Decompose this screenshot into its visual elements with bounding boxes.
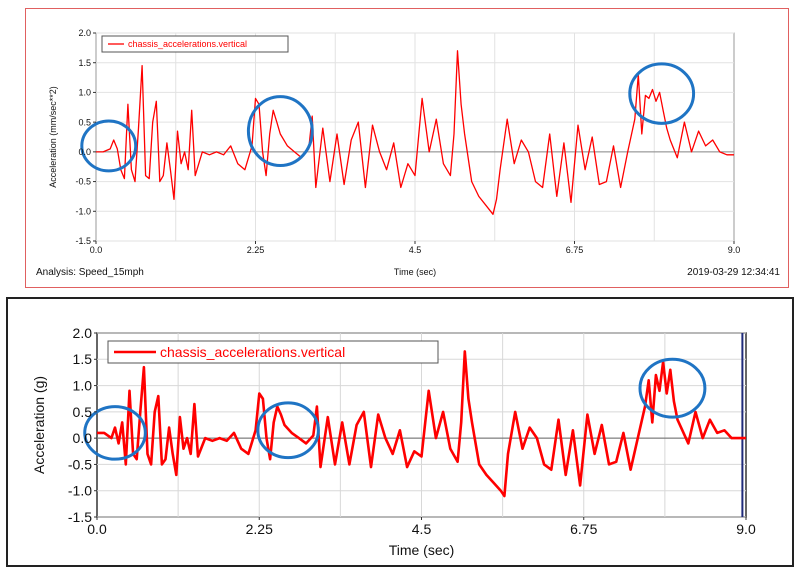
x-tick-label: 0.0 [90, 245, 103, 255]
y-tick-label: 0.0 [78, 147, 91, 157]
legend-box [101, 35, 289, 53]
x-tick-label: 6.75 [566, 245, 584, 255]
y-tick-label: -1.0 [68, 483, 92, 499]
x-tick-label: 4.5 [412, 521, 432, 537]
timestamp-label: 2019-03-29 12:34:41 [687, 267, 780, 278]
y-tick-label: 1.0 [78, 88, 91, 98]
x-tick-label: 9.0 [728, 245, 741, 255]
y-tick-label: 1.5 [78, 58, 91, 68]
x-tick-label: 0.0 [87, 521, 107, 537]
highlight-circle [256, 401, 320, 460]
chart-panel-top: 2.0 1.5 1.0 0.5 0.0 -0.5 -1.0 -1.5 0.0 2.25 4.5 6.7… [25, 8, 789, 288]
analysis-label: Analysis: Speed_15mph [36, 267, 144, 278]
series-line [97, 350, 746, 498]
y-tick-label: 0.5 [78, 117, 91, 127]
x-tick-label: 2.25 [247, 245, 265, 255]
y-tick-label: -1.0 [75, 206, 91, 216]
chart-top-svg: 2.01.51.00.50.0-0.5-1.0-1.50.0 2.25 4.5 6.7… [36, 28, 780, 278]
legend-label: chassis_accelerations.vertical [160, 344, 345, 360]
legend: chassis_accelerations.vertical [101, 35, 289, 53]
y-tick-label: -0.5 [68, 456, 92, 472]
x-tick-label: 9.0 [736, 521, 756, 537]
x-axis-label: Time (sec) [389, 542, 455, 558]
legend: chassis_accelerations.vertical [107, 340, 439, 364]
highlight-circle [246, 95, 314, 168]
x-axis-label: Time (sec) [394, 267, 436, 277]
y-tick-label: -1.5 [75, 236, 91, 246]
legend-box [107, 340, 439, 364]
y-tick-label: 1.0 [73, 377, 93, 393]
x-tick-label: 2.25 [246, 521, 273, 537]
legend-label: chassis_accelerations.vertical [128, 39, 247, 49]
y-tick-label: 0.5 [73, 404, 93, 420]
y-axis-label: Acceleration (g) [31, 376, 47, 474]
highlight-circle [80, 119, 138, 173]
chart-bottom-svg: 2.01.51.00.50.0-0.5-1.0-1.50.0 2.25 4.5 6.7… [31, 325, 756, 558]
y-tick-label: 0.0 [73, 430, 93, 446]
y-tick-label: 1.5 [73, 351, 93, 367]
y-tick-label: -0.5 [75, 177, 91, 187]
y-tick-label: -1.5 [68, 509, 92, 525]
x-tick-label: 4.5 [409, 245, 422, 255]
series-line [96, 50, 734, 215]
y-tick-label: 2.0 [78, 28, 91, 38]
highlight-circle [628, 62, 696, 125]
chart-panel-bottom: 2.0 1.5 1.0 0.5 0.0 -0.5 -1.0 -1.5 0.0 2.25 4.5 6.7… [6, 297, 794, 567]
y-tick-label: 2.0 [73, 325, 93, 341]
highlight-circle [638, 357, 707, 419]
highlight-circle [83, 405, 147, 461]
x-tick-label: 6.75 [570, 521, 597, 537]
y-axis-label: Acceleration (mm/sec**2) [48, 86, 58, 188]
